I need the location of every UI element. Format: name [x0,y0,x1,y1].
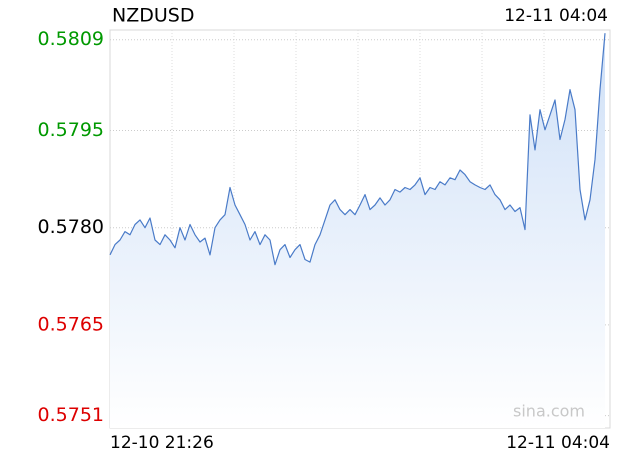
watermark: sina.com [513,402,585,421]
area-fill [110,33,605,428]
y-tick-label: 0.5795 [38,119,104,141]
y-tick-label: 0.5765 [38,313,104,335]
x-tick-label: 12-10 21:26 [110,433,214,453]
chart-title: NZDUSD [112,5,194,27]
y-tick-label: 0.5780 [38,216,104,238]
y-tick-label: 0.5751 [38,404,104,426]
x-tick-label: 12-11 04:04 [506,433,610,453]
timestamp: 12-11 04:04 [504,6,608,26]
y-tick-label: 0.5809 [38,28,104,50]
price-line [109,33,606,266]
